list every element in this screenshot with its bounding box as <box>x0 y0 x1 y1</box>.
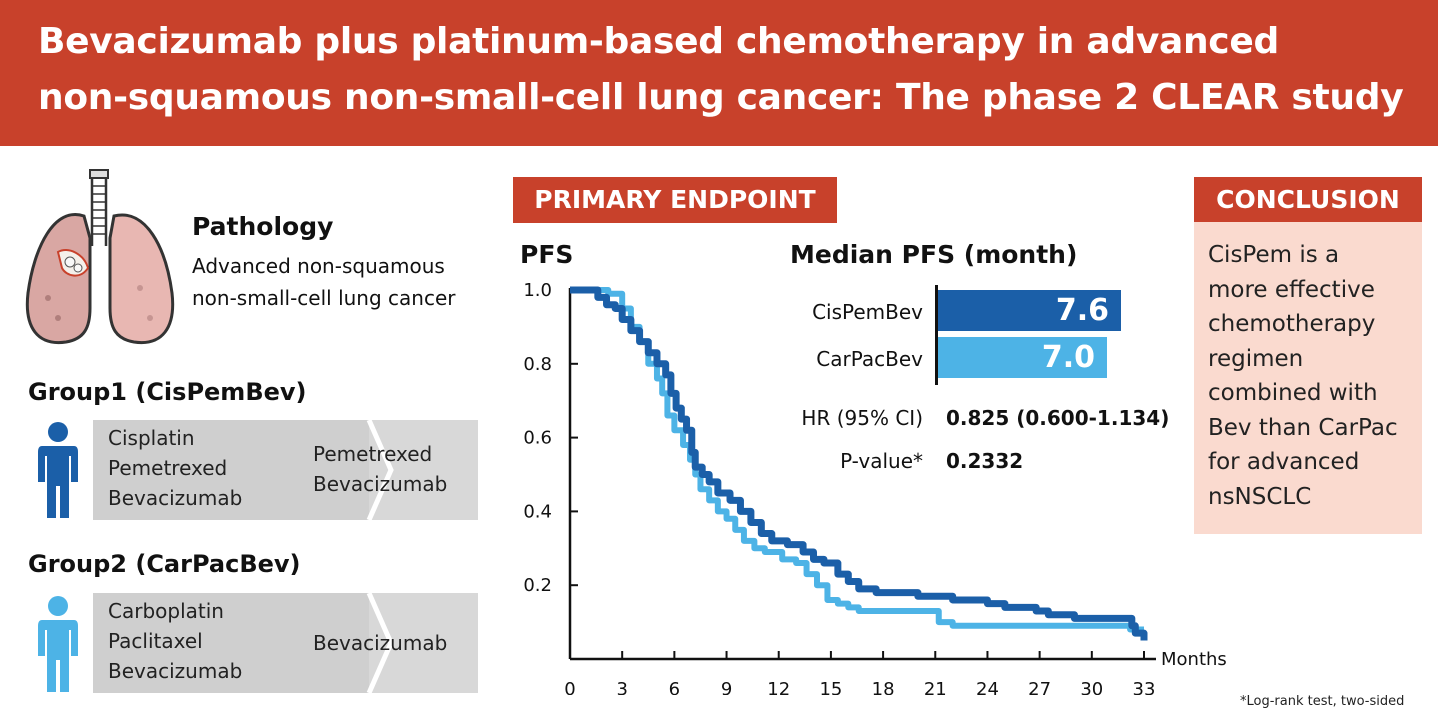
drug-name: Pemetrexed <box>313 442 433 466</box>
conclusion-line: chemotherapy <box>1208 311 1376 337</box>
p-value-label: P-value* <box>840 449 923 473</box>
group1-title: Group1 (CisPemBev) <box>28 378 307 406</box>
y-tick-label: 0.8 <box>523 354 552 375</box>
hr-value: 0.825 (0.600-1.134) <box>946 406 1170 430</box>
p-value: 0.2332 <box>946 449 1024 473</box>
title-banner: Bevacizumab plus platinum-based chemothe… <box>0 0 1438 146</box>
x-tick-label: 0 <box>564 679 575 695</box>
conclusion-line: more effective <box>1208 276 1375 303</box>
conclusion-badge: CONCLUSION <box>1194 177 1422 223</box>
drug-name: Pemetrexed <box>108 456 228 480</box>
person-icon <box>38 596 78 692</box>
pathology-line-2: non-small-cell lung cancer <box>192 286 456 310</box>
x-tick-label: 12 <box>767 679 790 695</box>
drug-name: Bevacizumab <box>313 472 448 496</box>
conclusion-line: Bev than CarPac <box>1208 414 1398 441</box>
x-tick-label: 21 <box>924 679 947 695</box>
conclusion-line: combined with <box>1208 380 1378 406</box>
y-tick-label: 0.6 <box>523 428 552 449</box>
x-tick-label: 24 <box>976 679 999 695</box>
title-line-2: non-squamous non-small-cell lung cancer:… <box>38 77 1404 118</box>
bar-value: 7.0 <box>1041 340 1095 375</box>
x-tick-label: 9 <box>721 679 732 695</box>
footnote: *Log-rank test, two-sided <box>1240 694 1405 709</box>
conclusion-line: regimen <box>1208 345 1304 372</box>
group1-regimen-flow <box>93 420 478 520</box>
conclusion-text: CisPem is a more effective chemotherapy … <box>1208 238 1418 514</box>
km-curve-cispembev <box>570 286 1148 641</box>
conclusion-line: nsNSCLC <box>1208 483 1312 510</box>
conclusion-line: CisPem is a <box>1208 242 1340 268</box>
lung-icon <box>25 169 175 345</box>
drug-name: Paclitaxel <box>108 629 203 653</box>
title-line-1: Bevacizumab plus platinum-based chemothe… <box>38 21 1279 62</box>
x-axis-label: Months <box>1161 649 1227 670</box>
hr-label: HR (95% CI) <box>801 406 923 430</box>
conclusion-line: for advanced <box>1208 449 1360 475</box>
group2-regimen-flow <box>93 593 478 693</box>
median-bar-carpacbev: 7.0 <box>938 337 1107 378</box>
drug-name: Cisplatin <box>108 426 195 450</box>
primary-endpoint-badge: PRIMARY ENDPOINT <box>513 177 837 223</box>
conclusion-box <box>1194 222 1422 534</box>
x-tick-label: 6 <box>669 679 680 695</box>
x-tick-label: 27 <box>1028 679 1051 695</box>
x-tick-label: 30 <box>1080 679 1103 695</box>
bar-label-carpacbev: CarPacBev <box>816 347 923 371</box>
person-icon <box>38 422 78 518</box>
bar-value: 7.6 <box>1055 293 1109 328</box>
km-curve-chart: 0 3 6 9 12 15 18 21 24 27 30 33 0.2 0.4 0.6 0.8 1.0 Month… <box>523 280 1227 695</box>
group1-maintenance: Pemetrexed Bevacizumab <box>313 439 447 499</box>
y-tick-label: 0.4 <box>523 501 552 522</box>
x-tick-label: 33 <box>1133 679 1156 695</box>
x-tick-label: 18 <box>872 679 895 695</box>
drug-name: Bevacizumab <box>313 631 448 655</box>
drug-name: Bevacizumab <box>108 486 243 510</box>
x-tick-label: 3 <box>616 679 627 695</box>
bar-axis <box>935 285 938 385</box>
pathology-title: Pathology <box>192 212 334 241</box>
group1-induction: Cisplatin Pemetrexed Bevacizumab <box>108 423 242 513</box>
drug-name: Carboplatin <box>108 599 224 623</box>
y-tick-label: 0.2 <box>523 575 552 596</box>
drug-name: Bevacizumab <box>108 659 243 683</box>
y-tick-label: 1.0 <box>523 280 552 301</box>
bar-label-cispembev: CisPemBev <box>812 300 923 324</box>
pathology-line-1: Advanced non-squamous <box>192 254 445 278</box>
group2-title: Group2 (CarPacBev) <box>28 550 301 578</box>
median-pfs-title: Median PFS (month) <box>790 240 1078 269</box>
group2-induction: Carboplatin Paclitaxel Bevacizumab <box>108 596 242 686</box>
page-title: Bevacizumab plus platinum-based chemothe… <box>38 14 1418 126</box>
group2-maintenance: Bevacizumab <box>313 628 447 658</box>
median-bar-cispembev: 7.6 <box>938 290 1121 331</box>
x-tick-label: 15 <box>819 679 842 695</box>
pfs-label: PFS <box>520 240 574 269</box>
pathology-description: Advanced non-squamous non-small-cell lun… <box>192 250 455 314</box>
